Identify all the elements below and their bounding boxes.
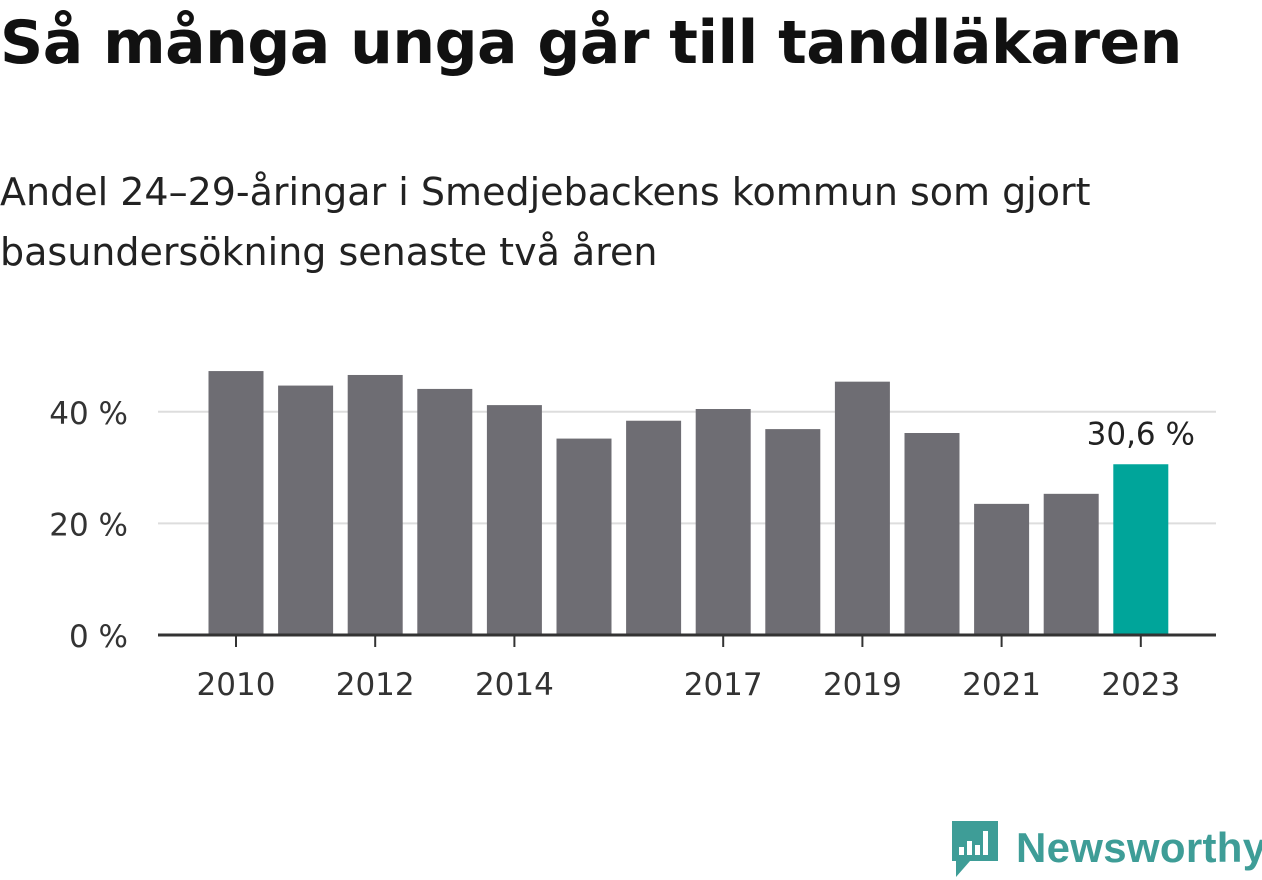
x-tick-label: 2019 [823,667,902,703]
bar-2014 [486,405,542,635]
bar-chart: 0 % 20 % 40 % 2010 2012 2014 2017 2019 2021 2023 3… [49,371,1216,703]
data-label-2023: 30,6 % [1087,416,1195,452]
bar-2016 [626,420,682,635]
x-tick-label: 2014 [475,667,554,703]
y-tick-label: 0 % [69,619,128,655]
newsworthy-logo: Newsworthy [950,816,1262,880]
y-tick-label: 20 % [49,507,128,543]
newsworthy-logo-icon [952,821,998,877]
y-tick-label: 40 % [49,396,128,432]
bar-2019 [834,381,890,635]
bar-2021 [974,503,1030,635]
x-tick-label: 2010 [197,667,276,703]
bar-2022 [1043,493,1099,635]
x-tick-label: 2012 [336,667,415,703]
bar-2017 [695,409,751,635]
x-tick-label: 2021 [962,667,1041,703]
bar-2018 [765,429,821,635]
newsworthy-logo-text: Newsworthy [1016,824,1262,871]
x-tick-label: 2023 [1101,667,1180,703]
bar-2015 [556,438,612,635]
bar-2020 [904,433,960,635]
bar-2012 [347,374,403,635]
bar-2011 [278,385,334,635]
bar-2010 [208,371,264,635]
x-tick-label: 2017 [684,667,763,703]
bar-2013 [417,388,473,635]
bar-2023 [1113,464,1169,635]
chart-title: Så många unga går till tandläkaren [0,8,1182,78]
chart-subtitle: Andel 24–29-åringar i Smedjebackens komm… [0,170,1091,274]
